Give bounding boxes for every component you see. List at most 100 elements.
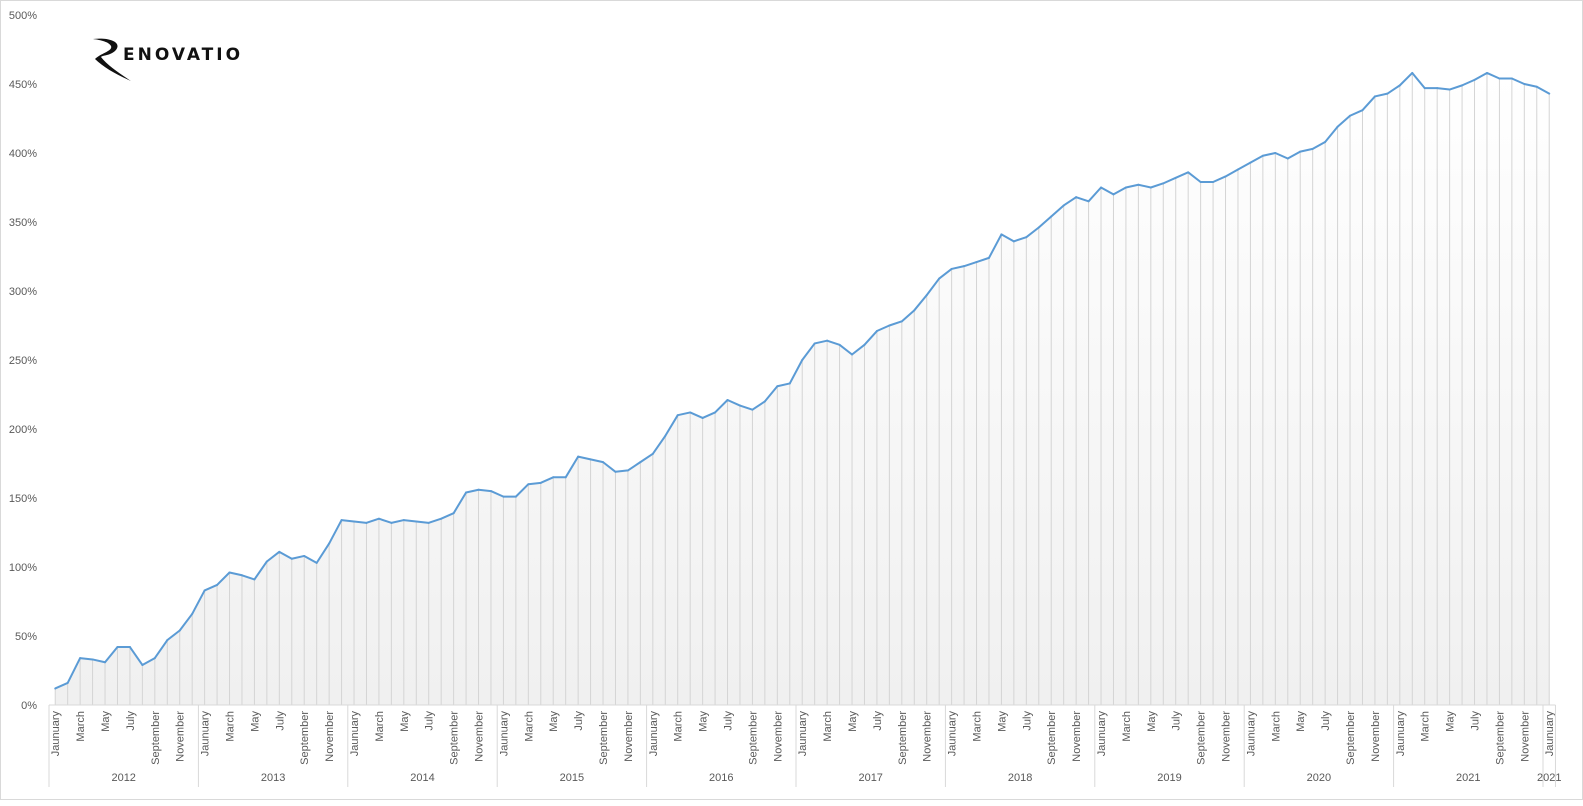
y-tick-label: 400% [9, 148, 37, 160]
y-tick-label: 450% [9, 79, 37, 91]
data-point [1162, 182, 1165, 185]
data-point [116, 646, 119, 649]
data-point [577, 455, 580, 458]
x-month-label: March [1270, 711, 1282, 742]
x-month-label: July [723, 711, 735, 731]
x-month-label: November [324, 711, 336, 762]
x-month-label: May [698, 711, 710, 732]
y-tick-label: 150% [9, 493, 37, 505]
data-point [153, 657, 156, 660]
x-month-label: September [1345, 711, 1357, 765]
data-point [888, 324, 891, 327]
data-point [1324, 140, 1327, 143]
x-month-label: November [1370, 711, 1382, 762]
x-month-label: November [772, 711, 784, 762]
data-point [975, 261, 978, 264]
x-month-label: Jaunuary [1096, 711, 1108, 757]
data-point [1112, 193, 1115, 196]
data-point [763, 400, 766, 403]
x-month-label: May [847, 711, 859, 732]
x-year-label: 2021 [1537, 772, 1561, 784]
data-point [427, 521, 430, 524]
data-point [1075, 196, 1078, 199]
data-point [315, 561, 318, 564]
y-tick-label: 50% [15, 631, 37, 643]
data-point [278, 550, 281, 553]
y-tick-label: 250% [9, 355, 37, 367]
x-month-label: Jaunuary [349, 711, 361, 757]
data-point [502, 495, 505, 498]
x-month-label: May [1146, 711, 1158, 732]
y-tick-label: 350% [9, 217, 37, 229]
x-month-label: May [1445, 711, 1457, 732]
x-month-label: March [673, 711, 685, 742]
data-point [776, 385, 779, 388]
data-point [1523, 83, 1526, 85]
data-point [1448, 88, 1451, 91]
data-point [1286, 157, 1289, 160]
data-point [1187, 171, 1190, 174]
data-point [751, 408, 754, 411]
data-point [166, 639, 169, 642]
data-point [1386, 92, 1389, 95]
x-month-label: September [1196, 711, 1208, 765]
data-point [1349, 114, 1352, 117]
x-month-label: July [1470, 711, 1482, 731]
data-point [1212, 180, 1215, 183]
data-point [128, 646, 131, 649]
x-month-label: May [399, 711, 411, 732]
data-point [564, 476, 567, 479]
x-month-label: March [225, 711, 237, 742]
renovatio-logo [93, 38, 131, 81]
data-point [813, 342, 816, 345]
x-month-label: July [1021, 711, 1033, 731]
data-point [191, 612, 194, 615]
data-point [701, 416, 704, 419]
x-month-label: September [747, 711, 759, 765]
x-month-label: March [374, 711, 386, 742]
x-month-label: September [897, 711, 909, 765]
data-point [1336, 125, 1339, 128]
data-point [1461, 84, 1464, 87]
data-point [726, 399, 729, 402]
data-point [1174, 176, 1177, 179]
data-point [1124, 186, 1127, 189]
data-point [489, 490, 492, 493]
data-point [527, 483, 530, 486]
data-point [1311, 147, 1314, 150]
data-point [938, 277, 941, 280]
data-point [265, 560, 268, 563]
data-point [1137, 183, 1140, 186]
data-point [1398, 84, 1401, 87]
data-point [1037, 226, 1040, 229]
data-point [216, 583, 219, 586]
x-month-label: July [125, 711, 137, 731]
x-month-label: March [1420, 711, 1432, 742]
data-point [714, 411, 717, 414]
x-month-label: Jaunuary [498, 711, 510, 757]
data-point [863, 343, 866, 346]
data-point [1423, 87, 1426, 90]
y-tick-label: 100% [9, 562, 37, 574]
x-month-label: May [1295, 711, 1307, 732]
data-point [365, 521, 368, 524]
x-year-label: 2016 [709, 772, 733, 784]
x-month-label: November [623, 711, 635, 762]
x-month-label: July [872, 711, 884, 731]
data-point [203, 589, 206, 592]
x-month-label: July [1171, 711, 1183, 731]
x-year-label: 2020 [1307, 772, 1331, 784]
data-point [900, 320, 903, 323]
x-month-label: May [249, 711, 261, 732]
x-month-label: July [424, 711, 436, 731]
data-point [838, 343, 841, 346]
x-month-label: May [548, 711, 560, 732]
x-year-label: 2017 [858, 772, 882, 784]
x-month-label: July [1320, 711, 1332, 731]
data-point [1087, 200, 1090, 203]
data-point [1012, 240, 1015, 243]
data-point [253, 578, 256, 581]
data-point [664, 434, 667, 437]
data-point [477, 488, 480, 491]
